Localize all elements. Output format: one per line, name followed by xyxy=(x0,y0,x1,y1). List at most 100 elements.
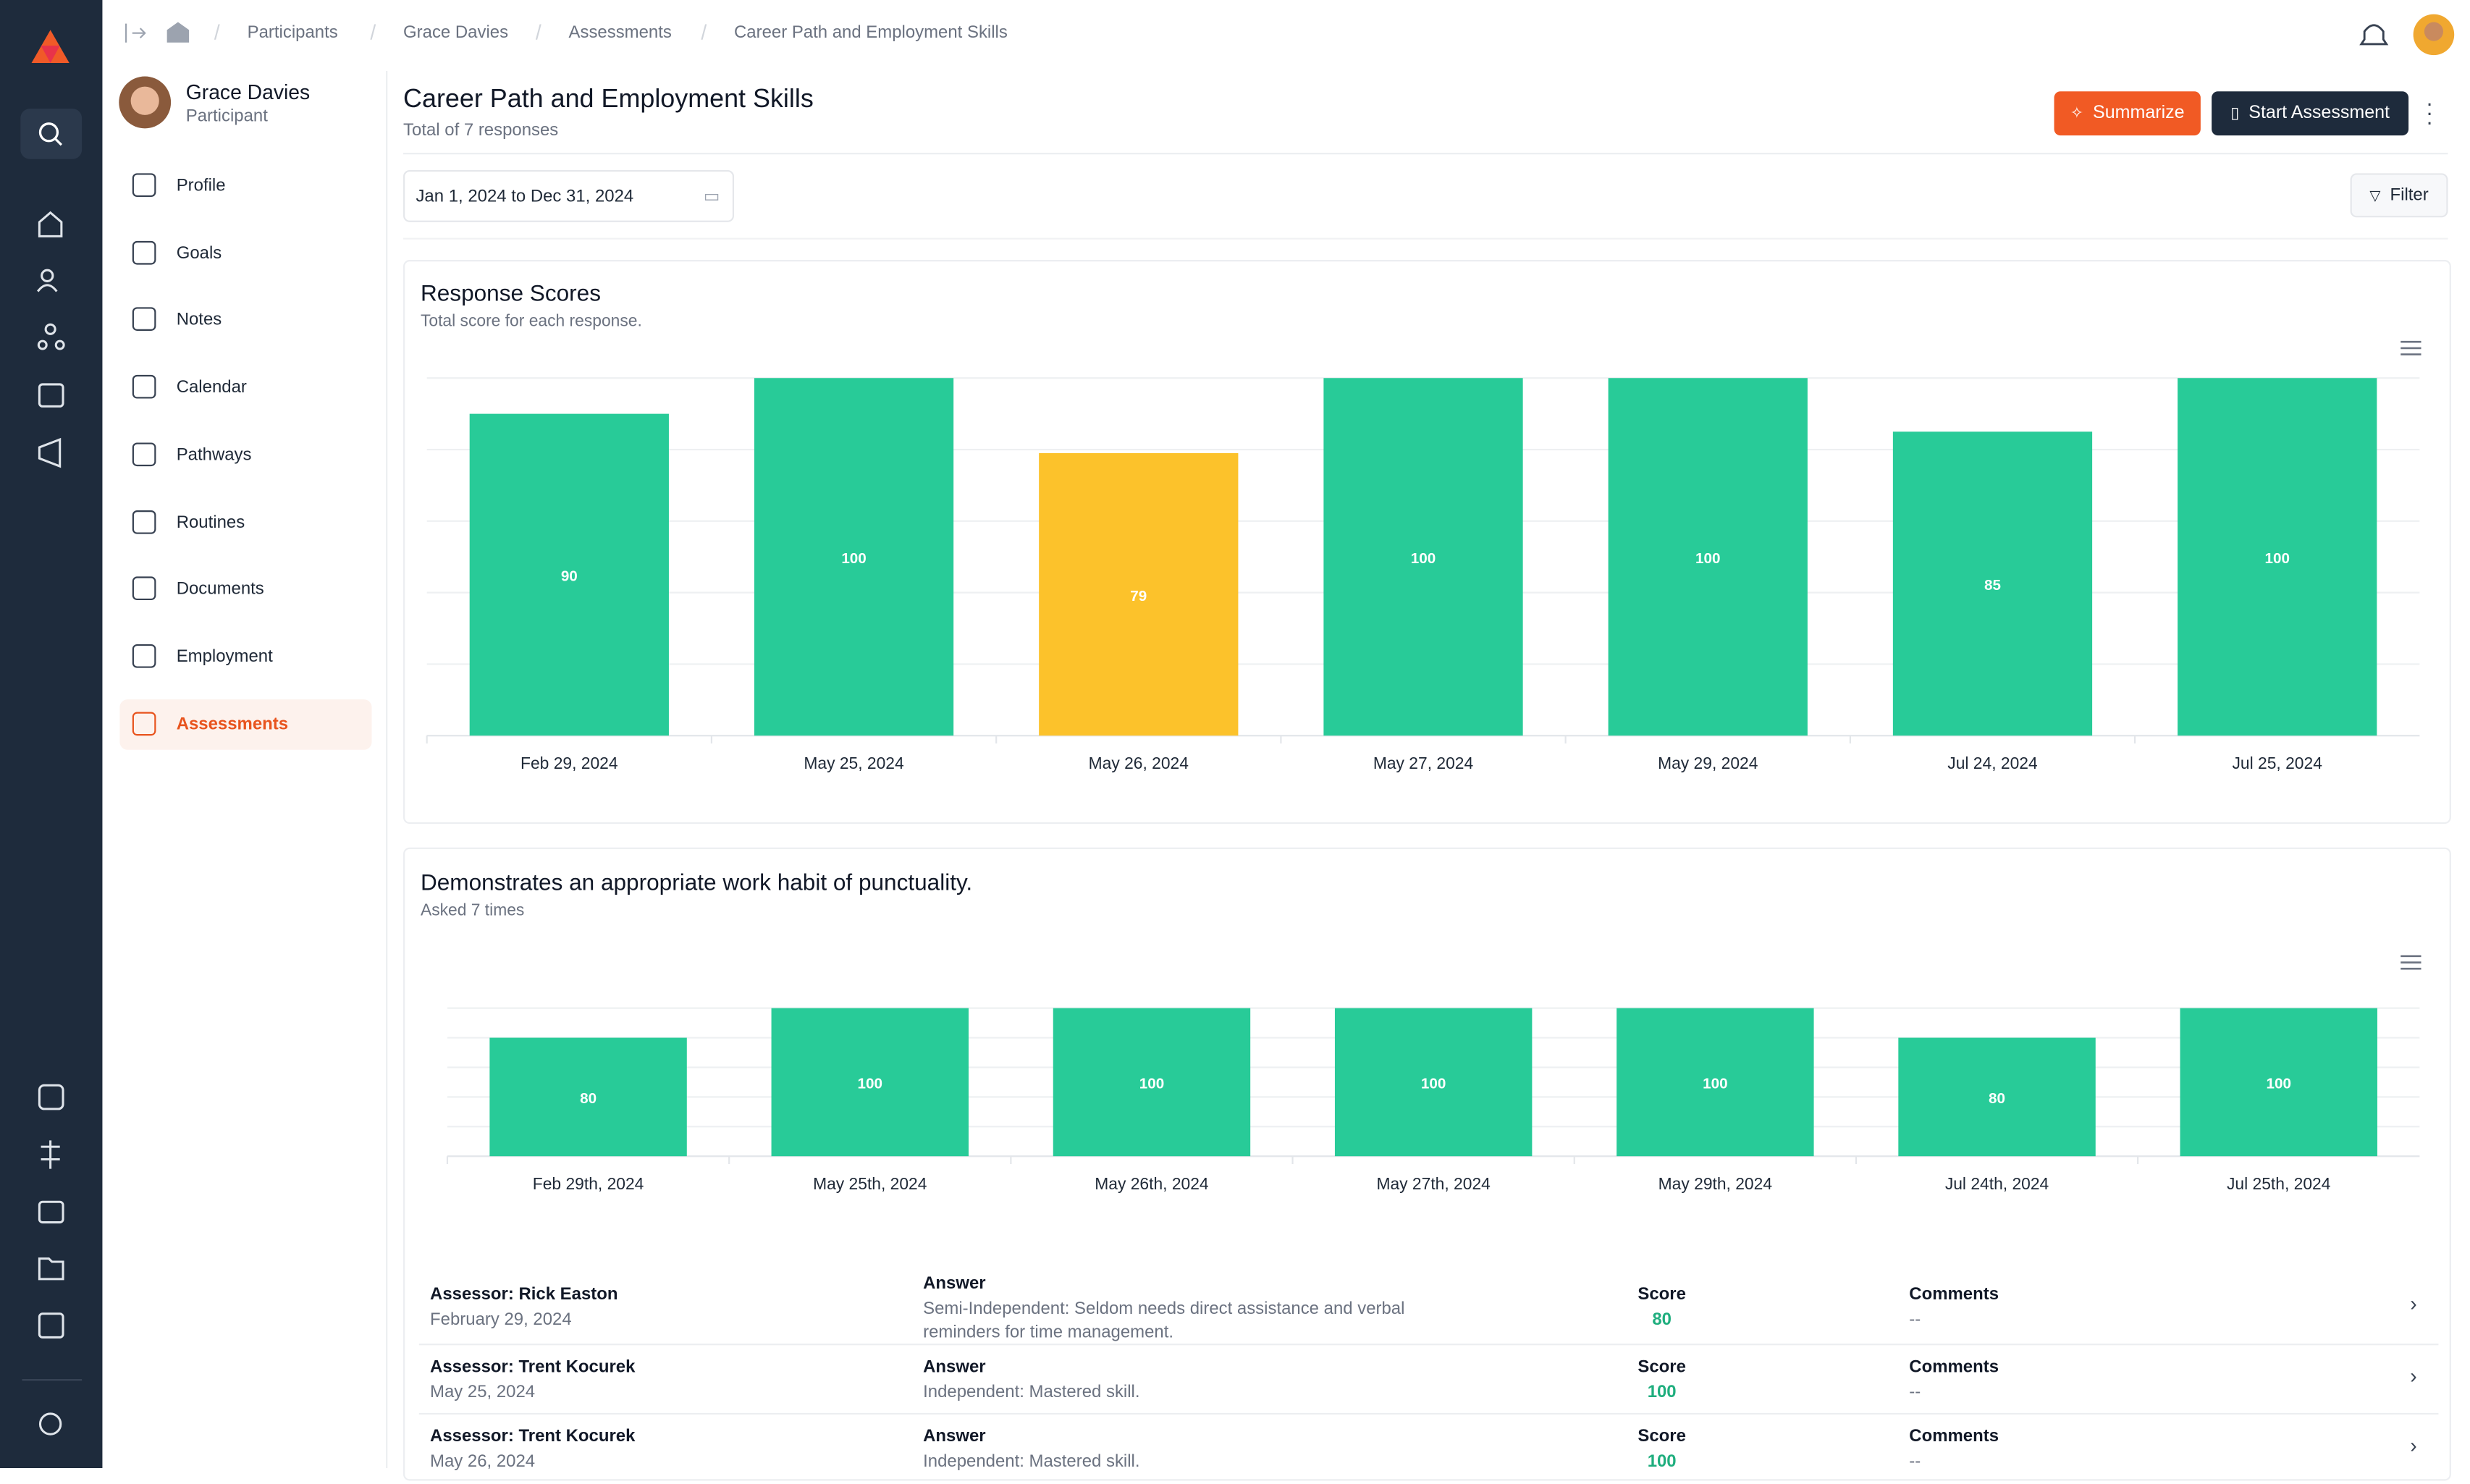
icon-sidebar xyxy=(0,0,103,1469)
bell-icon[interactable] xyxy=(2359,24,2389,46)
breadcrumb-item[interactable]: Grace Davies xyxy=(403,23,509,43)
answer-text: Semi-Independent: Seldom needs direct as… xyxy=(923,1299,1405,1342)
nav-item[interactable]: Pathways xyxy=(119,430,371,481)
answer-label: Answer xyxy=(923,1357,986,1377)
bar xyxy=(754,378,954,736)
topbar-icons xyxy=(125,22,190,43)
assessments-icon[interactable] xyxy=(38,1312,64,1338)
score-label: Score xyxy=(1637,1285,1686,1304)
x-tick-label: May 25, 2024 xyxy=(804,754,904,772)
page-title: Career Path and Employment Skills xyxy=(403,85,814,114)
comment-text: -- xyxy=(1909,1452,1921,1472)
home-crumb[interactable] xyxy=(167,22,190,43)
nav-label: Profile xyxy=(176,176,226,195)
bar xyxy=(1334,1008,1533,1157)
nav-icon xyxy=(132,308,156,332)
breadcrumb-item[interactable]: Career Path and Employment Skills xyxy=(734,23,1008,43)
bar-value-label: 100 xyxy=(858,1076,882,1092)
start-label: Start Assessment xyxy=(2248,104,2390,123)
x-tick-label: May 29, 2024 xyxy=(1658,754,1758,772)
megaphone-icon[interactable] xyxy=(38,437,62,468)
home-icon[interactable] xyxy=(38,211,63,237)
x-tick-label: Jul 25, 2024 xyxy=(2233,754,2323,772)
bar xyxy=(489,1037,687,1157)
filter-button[interactable]: ▽ Filter xyxy=(2350,173,2448,218)
nav-label: Goals xyxy=(176,243,222,263)
routines-icon[interactable] xyxy=(38,1084,64,1110)
comment-text: -- xyxy=(1909,1383,1921,1402)
divider xyxy=(403,153,2448,155)
date-range[interactable]: Jan 1, 2024 to Dec 31, 2024 ▭ xyxy=(403,170,735,222)
bar-value-label: 79 xyxy=(1130,588,1147,604)
x-tick-label: Jul 24th, 2024 xyxy=(1945,1174,2049,1193)
nav-item[interactable]: Profile xyxy=(119,161,371,211)
x-tick-label: Jul 24, 2024 xyxy=(1947,754,2038,772)
breadcrumb-item[interactable]: Assessments xyxy=(568,23,672,43)
topbar-right xyxy=(2359,14,2455,56)
employment-icon[interactable] xyxy=(38,1200,64,1224)
score-label: Score xyxy=(1637,1427,1686,1446)
x-tick-label: May 25th, 2024 xyxy=(813,1174,927,1193)
nav-icon xyxy=(132,173,156,197)
date-range-text: Jan 1, 2024 to Dec 31, 2024 xyxy=(416,186,634,206)
bar-value-label: 100 xyxy=(1703,1076,1727,1092)
network-icon[interactable] xyxy=(44,323,56,335)
response-date: May 26, 2024 xyxy=(430,1452,536,1472)
row-divider xyxy=(418,1412,2439,1415)
collapse-icon[interactable] xyxy=(125,23,146,43)
calendar-icon[interactable] xyxy=(38,383,64,408)
bar-value-label: 90 xyxy=(561,568,578,585)
nav-item[interactable]: Assessments xyxy=(119,699,372,749)
search-icon xyxy=(54,138,63,146)
assessor: Assessor: Rick Easton xyxy=(430,1285,618,1304)
people-icon[interactable] xyxy=(41,269,54,282)
user-avatar-face xyxy=(2424,22,2443,41)
more-menu[interactable]: · · · xyxy=(2426,90,2434,134)
reports-icon[interactable] xyxy=(38,1412,62,1435)
nav-icon xyxy=(132,240,156,264)
nav-item[interactable]: Documents xyxy=(119,564,371,615)
network-icon xyxy=(54,340,65,350)
breadcrumb-separator: / xyxy=(370,20,376,44)
breadcrumb-separator: / xyxy=(535,20,541,44)
people-icon xyxy=(37,284,58,292)
start-button[interactable]: ▯ Start Assessment xyxy=(2212,91,2409,136)
answer-text: Independent: Mastered skill. xyxy=(923,1383,1140,1402)
nav-icon xyxy=(132,711,156,735)
summarize-button[interactable]: ✧ Summarize xyxy=(2054,91,2201,136)
documents-icon[interactable] xyxy=(38,1257,64,1281)
nav-label: Pathways xyxy=(176,445,252,465)
row-chevron: › xyxy=(2410,1291,2417,1315)
nav-icon xyxy=(132,375,156,399)
divider xyxy=(403,237,2448,240)
nav-item[interactable]: Notes xyxy=(119,295,371,346)
row-divider xyxy=(418,1344,2439,1346)
score-value: 100 xyxy=(1647,1383,1677,1402)
nav-label: Notes xyxy=(176,311,222,330)
bar xyxy=(1039,452,1239,736)
profile-name: Grace Davies xyxy=(185,80,311,104)
assessor: Assessor: Trent Kocurek xyxy=(430,1427,636,1446)
row-chevron: › xyxy=(2410,1364,2417,1388)
bar xyxy=(2180,1008,2377,1157)
breadcrumb-item[interactable]: Participants xyxy=(247,23,338,43)
bar xyxy=(1323,378,1523,736)
x-tick-label: May 26th, 2024 xyxy=(1095,1174,1209,1193)
nav-icon xyxy=(132,442,156,466)
logo-part xyxy=(41,46,60,64)
calendar-icon: ▭ xyxy=(703,187,720,207)
bar xyxy=(1898,1037,2096,1157)
chart-title: Demonstrates an appropriate work habit o… xyxy=(421,869,972,895)
pathways-icon[interactable] xyxy=(41,1140,60,1169)
bar-value-label: 100 xyxy=(1139,1076,1164,1092)
nav-item[interactable]: Calendar xyxy=(119,363,371,413)
nav-item[interactable]: Goals xyxy=(119,228,371,279)
x-tick-label: May 27, 2024 xyxy=(1373,754,1474,772)
bar-value-label: 80 xyxy=(1989,1090,2005,1107)
nav-item[interactable]: Routines xyxy=(119,497,371,548)
network-icon xyxy=(37,340,48,350)
search-icon[interactable] xyxy=(38,122,59,143)
nav-label: Documents xyxy=(176,580,264,599)
nav-item[interactable]: Employment xyxy=(119,631,371,682)
